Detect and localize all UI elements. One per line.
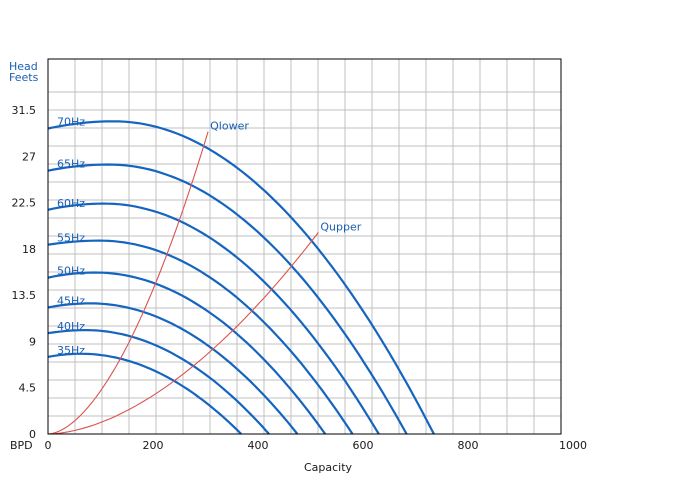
boundary-label-Qlower: Qlower — [210, 120, 249, 133]
curve-label-70Hz: 70Hz — [57, 116, 85, 129]
plot-frame — [47, 58, 562, 435]
operating-boundaries: Qlower Qupper — [47, 120, 362, 435]
x-tick-label: 1000 — [559, 439, 587, 452]
x-tick-label: 400 — [248, 439, 269, 452]
y-tick-label: 27 — [22, 150, 36, 163]
curve-label-45Hz: 45Hz — [57, 294, 85, 307]
curve-label-55Hz: 55Hz — [57, 232, 85, 245]
boundary-Qupper — [47, 232, 319, 435]
y-tick-label: 13.5 — [12, 289, 37, 302]
curve-40Hz — [47, 329, 270, 435]
curve-label-60Hz: 60Hz — [57, 197, 85, 210]
curve-50Hz — [47, 271, 327, 435]
y-tick-label: 18 — [22, 243, 36, 256]
y-axis-label-line-1: Head — [9, 60, 38, 73]
curve-label-40Hz: 40Hz — [57, 320, 85, 333]
curve-55Hz — [47, 239, 354, 435]
plot-grid — [48, 59, 561, 434]
boundary-label-Qupper: Qupper — [320, 220, 361, 233]
y-axis-ticks: 0 4.5 9 13.5 18 22.5 27 31.5 — [12, 104, 37, 441]
curve-70Hz — [47, 120, 435, 435]
curve-label-65Hz: 65Hz — [57, 158, 85, 171]
curve-label-35Hz: 35Hz — [57, 344, 85, 357]
x-unit-label: BPD — [10, 439, 33, 452]
y-tick-label: 22.5 — [12, 197, 37, 210]
x-tick-label: 0 — [45, 439, 52, 452]
x-axis-ticks: 0 200 400 600 800 1000 — [45, 439, 588, 452]
x-tick-label: 800 — [458, 439, 479, 452]
curve-65Hz — [47, 163, 408, 435]
curve-45Hz — [47, 302, 299, 435]
y-axis-label-line-2: Feets — [9, 71, 39, 84]
frequency-curves: 70Hz 65Hz 60Hz 55Hz 50Hz 45Hz 40Hz 35Hz — [47, 116, 435, 435]
y-tick-label: 9 — [29, 335, 36, 348]
y-tick-label: 4.5 — [19, 382, 37, 395]
x-tick-label: 200 — [143, 439, 164, 452]
y-tick-label: 31.5 — [12, 104, 37, 117]
y-tick-label: 0 — [29, 428, 36, 441]
x-axis-label: Capacity — [304, 461, 353, 474]
curve-35Hz — [47, 352, 242, 435]
curve-60Hz — [47, 202, 380, 435]
curve-label-50Hz: 50Hz — [57, 265, 85, 278]
x-tick-label: 600 — [353, 439, 374, 452]
boundary-Qlower — [47, 131, 209, 435]
